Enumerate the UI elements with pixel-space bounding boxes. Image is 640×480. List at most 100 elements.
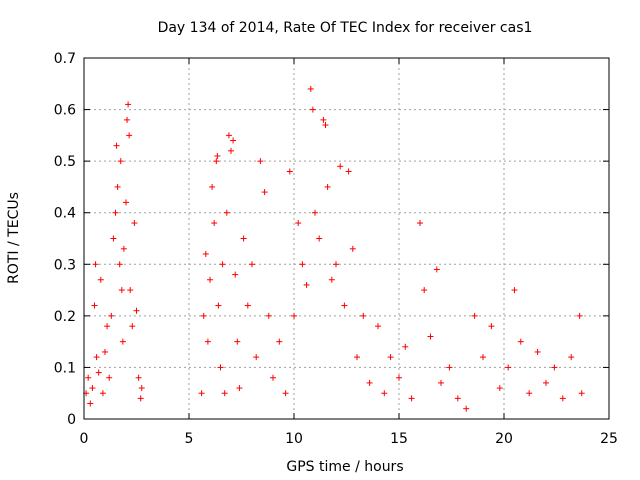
data-point bbox=[106, 374, 113, 381]
data-point bbox=[496, 385, 503, 392]
data-point bbox=[204, 338, 211, 345]
x-axis-label: GPS time / hours bbox=[286, 459, 403, 475]
data-point bbox=[381, 390, 388, 397]
data-point bbox=[322, 122, 329, 129]
data-point bbox=[232, 271, 239, 278]
data-point bbox=[253, 354, 260, 361]
data-point bbox=[198, 390, 205, 397]
data-point bbox=[265, 312, 272, 319]
data-point bbox=[91, 302, 98, 309]
data-point bbox=[559, 395, 566, 402]
y-tick-label: 0.1 bbox=[54, 360, 76, 376]
data-point bbox=[89, 385, 96, 392]
data-point bbox=[505, 364, 512, 371]
data-point bbox=[112, 209, 119, 216]
data-point bbox=[85, 374, 92, 381]
grid-lines bbox=[84, 58, 609, 419]
data-point bbox=[291, 312, 297, 319]
data-point bbox=[316, 235, 323, 242]
data-point bbox=[349, 245, 356, 252]
data-point bbox=[230, 137, 237, 144]
data-point bbox=[396, 374, 402, 381]
x-tick-label: 20 bbox=[495, 431, 513, 447]
data-point bbox=[454, 395, 461, 402]
data-point bbox=[214, 152, 221, 159]
data-point bbox=[240, 235, 247, 242]
y-tick-label: 0.7 bbox=[54, 51, 76, 67]
data-point bbox=[345, 168, 352, 175]
data-point bbox=[360, 312, 367, 319]
x-tick-label: 15 bbox=[390, 431, 408, 447]
data-point bbox=[433, 266, 440, 273]
data-point bbox=[511, 287, 518, 294]
y-tick-label: 0.4 bbox=[54, 206, 76, 222]
data-point bbox=[118, 287, 125, 294]
data-point bbox=[438, 379, 444, 386]
data-point bbox=[92, 261, 99, 268]
y-tick-label: 0.6 bbox=[54, 103, 76, 119]
data-point bbox=[125, 101, 132, 108]
data-point bbox=[337, 163, 344, 170]
data-point bbox=[135, 374, 142, 381]
data-point bbox=[276, 338, 283, 345]
x-tick-label: 25 bbox=[600, 431, 618, 447]
data-points bbox=[83, 85, 585, 412]
data-point bbox=[221, 390, 228, 397]
data-point bbox=[324, 183, 331, 190]
data-point bbox=[421, 287, 428, 294]
data-point bbox=[114, 183, 121, 190]
data-point bbox=[341, 302, 348, 309]
data-point bbox=[282, 390, 289, 397]
data-point bbox=[219, 261, 226, 268]
data-point bbox=[200, 312, 207, 319]
data-point bbox=[126, 132, 133, 139]
data-point bbox=[228, 147, 234, 154]
y-tick-label: 0.3 bbox=[54, 257, 76, 273]
data-point bbox=[225, 132, 232, 139]
y-axis-label: ROTI / TECUs bbox=[6, 192, 22, 284]
data-point bbox=[117, 158, 124, 165]
data-point bbox=[244, 302, 251, 309]
data-point bbox=[257, 158, 264, 165]
data-point bbox=[124, 116, 131, 123]
data-point bbox=[213, 158, 220, 165]
data-point bbox=[223, 209, 230, 216]
y-tick-label: 0.2 bbox=[54, 309, 76, 325]
data-point bbox=[402, 343, 409, 350]
data-point bbox=[261, 189, 268, 196]
data-point bbox=[87, 400, 94, 407]
data-point bbox=[133, 307, 140, 314]
data-point bbox=[333, 261, 339, 268]
data-point bbox=[116, 261, 123, 268]
x-tick-label: 0 bbox=[80, 431, 89, 447]
data-point bbox=[217, 364, 224, 371]
data-point bbox=[568, 354, 575, 361]
chart-title: Day 134 of 2014, Rate Of TEC Index for r… bbox=[158, 20, 533, 36]
data-point bbox=[446, 364, 453, 371]
data-point bbox=[366, 379, 373, 386]
x-tick-label: 5 bbox=[185, 431, 194, 447]
data-point bbox=[526, 390, 533, 397]
data-point bbox=[312, 209, 318, 216]
data-point bbox=[270, 374, 276, 381]
data-point bbox=[286, 168, 293, 175]
data-point bbox=[427, 333, 434, 340]
data-point bbox=[417, 220, 423, 227]
data-point bbox=[123, 199, 129, 206]
data-point bbox=[120, 245, 127, 252]
data-point bbox=[102, 348, 108, 355]
data-point bbox=[471, 312, 478, 319]
data-point bbox=[209, 183, 216, 190]
data-point bbox=[113, 142, 120, 149]
data-point bbox=[309, 106, 316, 113]
data-point bbox=[295, 220, 302, 227]
data-point bbox=[354, 354, 360, 361]
data-point bbox=[299, 261, 306, 268]
data-point bbox=[108, 312, 115, 319]
data-point bbox=[110, 235, 117, 242]
data-point bbox=[93, 354, 100, 361]
data-point bbox=[119, 338, 126, 345]
data-point bbox=[578, 390, 585, 397]
data-point bbox=[104, 323, 111, 330]
